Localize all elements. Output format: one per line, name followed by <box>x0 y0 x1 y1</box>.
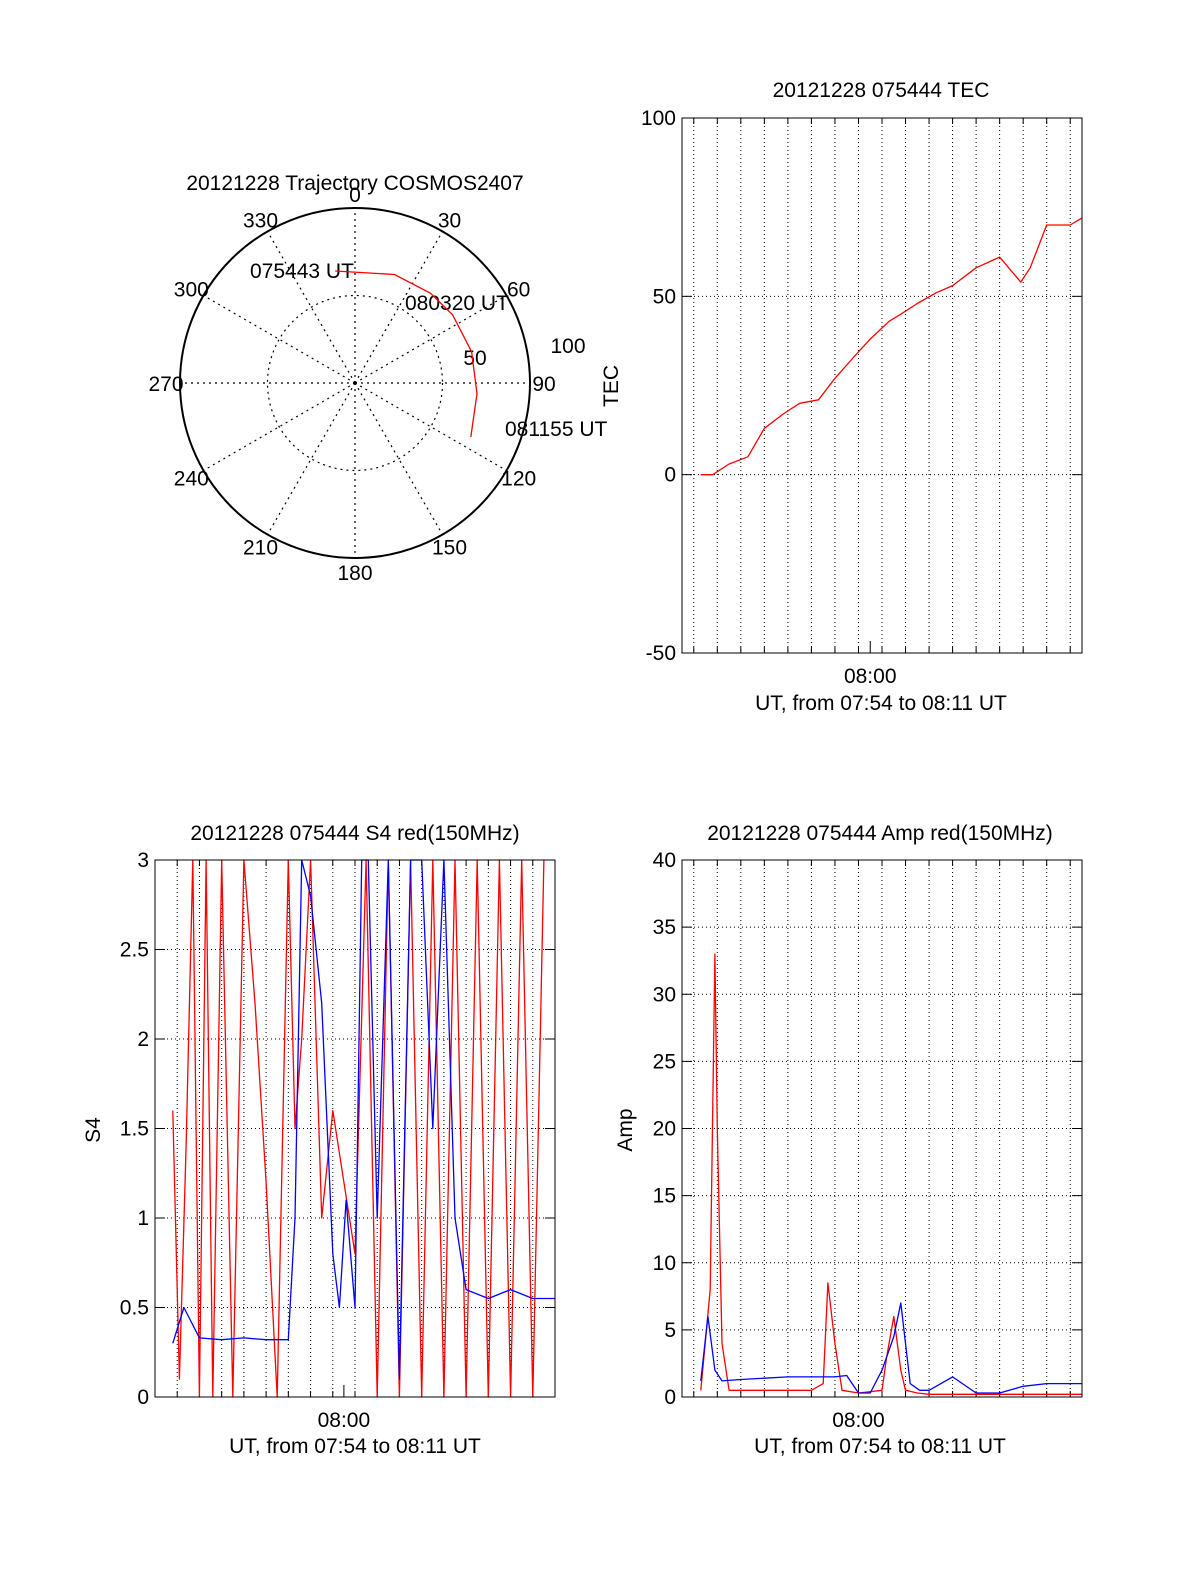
y-tick-label: 30 <box>653 983 676 1006</box>
y-tick-label: 5 <box>664 1319 676 1342</box>
series-line-red <box>700 953 1082 1395</box>
polar-angle-label: 150 <box>432 537 467 560</box>
y-axis-label: Amp <box>614 1108 637 1151</box>
polar-angle-label: 330 <box>243 209 278 232</box>
polar-spoke <box>354 382 444 535</box>
polar-angle-label: 210 <box>243 537 278 560</box>
amp-chart: 20121228 075444 Amp red(150MHz) Amp UT, … <box>614 822 1083 1458</box>
y-tick-label: 1.5 <box>120 1118 149 1141</box>
y-tick-label: 40 <box>653 849 676 872</box>
x-tick-label: 08:00 <box>318 1409 371 1432</box>
y-tick-label: 20 <box>653 1118 676 1141</box>
y-tick-label: 0 <box>664 464 676 487</box>
y-tick-label: 35 <box>653 916 676 939</box>
plot-frame <box>681 117 1083 654</box>
polar-angle-label: 90 <box>532 373 555 396</box>
x-tick-label: 08:00 <box>832 1409 885 1432</box>
trajectory-time-label: 080320 UT <box>405 292 509 315</box>
y-tick-label: 25 <box>653 1050 676 1073</box>
series-line-red <box>700 217 1083 476</box>
y-tick-label: -50 <box>646 642 676 665</box>
y-tick-label: 100 <box>641 107 676 130</box>
trajectory-time-label: 081155 UT <box>505 418 608 441</box>
tec-chart: 20121228 075444 TEC TEC UT, from 07:54 t… <box>600 79 1083 715</box>
polar-spoke <box>203 294 356 384</box>
s4-chart: 20121228 075444 S4 red(150MHz) S4 UT, fr… <box>82 822 556 1458</box>
polar-labels: 0 30 60 90 120 150 180 210 240 270 300 330 50 100 0754… <box>148 184 607 585</box>
polar-ring <box>266 294 444 472</box>
polar-spoke <box>354 294 507 384</box>
polar-angle-label: 0 <box>349 184 361 207</box>
chart-title: 20121228 075444 TEC <box>773 79 990 102</box>
x-axis-label: UT, from 07:54 to 08:11 UT <box>755 692 1007 715</box>
y-tick-label: 0 <box>664 1386 676 1409</box>
polar-spoke <box>266 382 356 535</box>
polar-radius-label: 50 <box>463 347 486 370</box>
trajectory-time-label: 075443 UT <box>250 260 354 283</box>
polar-spoke <box>354 231 444 384</box>
polar-angle-label: 30 <box>438 209 461 232</box>
trajectory-line <box>335 270 478 438</box>
polar-angle-label: 240 <box>174 468 209 491</box>
y-tick-label: 50 <box>653 285 676 308</box>
chart-title: 20121228 075444 Amp red(150MHz) <box>707 822 1053 845</box>
polar-angle-label: 270 <box>148 373 183 396</box>
y-axis-label: TEC <box>600 365 623 407</box>
polar-angle-label: 120 <box>501 468 536 491</box>
plot-frame <box>681 859 1083 1398</box>
x-axis-label: UT, from 07:54 to 08:11 UT <box>229 1435 481 1458</box>
series-line-blue <box>172 859 555 1380</box>
x-axis-label: UT, from 07:54 to 08:11 UT <box>754 1435 1006 1458</box>
y-tick-label: 15 <box>653 1185 676 1208</box>
polar-angle-label: 180 <box>337 562 372 585</box>
y-tick-label: 0.5 <box>120 1297 149 1320</box>
polar-angle-label: 300 <box>174 279 209 302</box>
series-line-blue <box>700 1302 1082 1394</box>
polar-spoke <box>203 382 356 472</box>
chart-title: 20121228 075444 S4 red(150MHz) <box>190 822 519 845</box>
polar-spoke <box>266 231 356 384</box>
polar-grid <box>179 207 531 559</box>
y-tick-label: 2.5 <box>120 939 149 962</box>
y-tick-label: 2 <box>137 1028 149 1051</box>
y-axis-label: S4 <box>82 1117 105 1143</box>
polar-spoke <box>354 382 507 472</box>
y-tick-label: 3 <box>137 849 149 872</box>
polar-outer-ring <box>179 207 531 559</box>
x-tick-label: 08:00 <box>844 665 897 688</box>
polar-trajectory-chart: 20121228 Trajectory COSMOS2407 0 30 60 90 12… <box>148 172 607 585</box>
polar-angle-label: 60 <box>507 279 530 302</box>
plot-frame <box>154 859 556 1398</box>
y-tick-label: 10 <box>653 1252 676 1275</box>
y-tick-label: 1 <box>137 1207 149 1230</box>
polar-radius-label: 100 <box>550 335 585 358</box>
y-tick-label: 0 <box>137 1386 149 1409</box>
polar-series <box>335 270 478 438</box>
series-line-red <box>172 859 545 1398</box>
chart-title: 20121228 Trajectory COSMOS2407 <box>186 172 523 195</box>
